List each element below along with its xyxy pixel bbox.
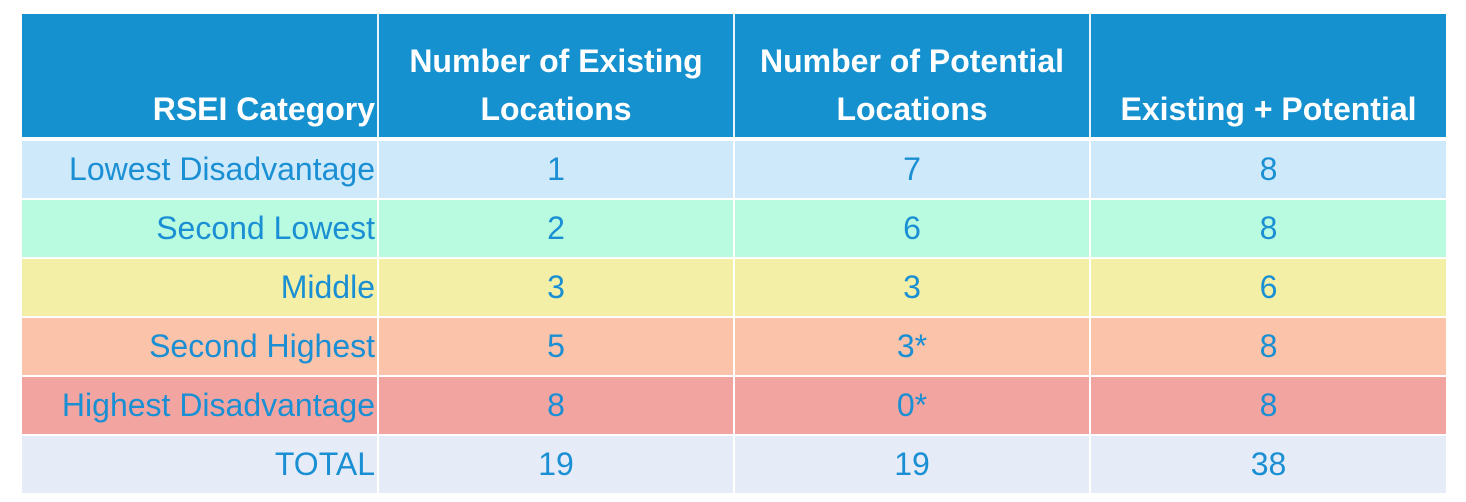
table-row: Second Lowest 2 6 8 bbox=[22, 199, 1446, 259]
cell-category: TOTAL bbox=[22, 435, 379, 495]
cell-category: Lowest Disadvantage bbox=[22, 139, 379, 200]
cell-existing: 5 bbox=[378, 317, 735, 377]
cell-total: 8 bbox=[1090, 199, 1446, 259]
cell-potential: 7 bbox=[734, 139, 1091, 200]
cell-category: Second Highest bbox=[22, 317, 379, 377]
cell-existing: 19 bbox=[378, 435, 735, 495]
header-existing-locations: Number of Existing Locations bbox=[378, 14, 735, 141]
cell-potential: 3 bbox=[734, 258, 1091, 318]
cell-total: 8 bbox=[1090, 139, 1446, 200]
cell-total: 8 bbox=[1090, 317, 1446, 377]
cell-potential: 0* bbox=[734, 376, 1091, 436]
total-row: TOTAL 19 19 38 bbox=[22, 435, 1446, 495]
header-potential-locations: Number of Potential Locations bbox=[734, 14, 1091, 141]
table-row: Lowest Disadvantage 1 7 8 bbox=[22, 139, 1446, 200]
cell-existing: 3 bbox=[378, 258, 735, 318]
header-existing-plus-potential: Existing + Potential bbox=[1090, 14, 1446, 141]
cell-potential: 19 bbox=[734, 435, 1091, 495]
cell-category: Middle bbox=[22, 258, 379, 318]
cell-total: 6 bbox=[1090, 258, 1446, 318]
header-rsei-category: RSEI Category bbox=[22, 14, 379, 141]
cell-category: Second Lowest bbox=[22, 199, 379, 259]
cell-total: 38 bbox=[1090, 435, 1446, 495]
cell-potential: 6 bbox=[734, 199, 1091, 259]
cell-total: 8 bbox=[1090, 376, 1446, 436]
cell-existing: 1 bbox=[378, 139, 735, 200]
cell-existing: 2 bbox=[378, 199, 735, 259]
table-row: Second Highest 5 3* 8 bbox=[22, 317, 1446, 377]
header-row: RSEI Category Number of Existing Locatio… bbox=[22, 14, 1446, 141]
table-row: Highest Disadvantage 8 0* 8 bbox=[22, 376, 1446, 436]
cell-existing: 8 bbox=[378, 376, 735, 436]
table-row: Middle 3 3 6 bbox=[22, 258, 1446, 318]
cell-potential: 3* bbox=[734, 317, 1091, 377]
cell-category: Highest Disadvantage bbox=[22, 376, 379, 436]
rsei-table: RSEI Category Number of Existing Locatio… bbox=[22, 14, 1446, 495]
